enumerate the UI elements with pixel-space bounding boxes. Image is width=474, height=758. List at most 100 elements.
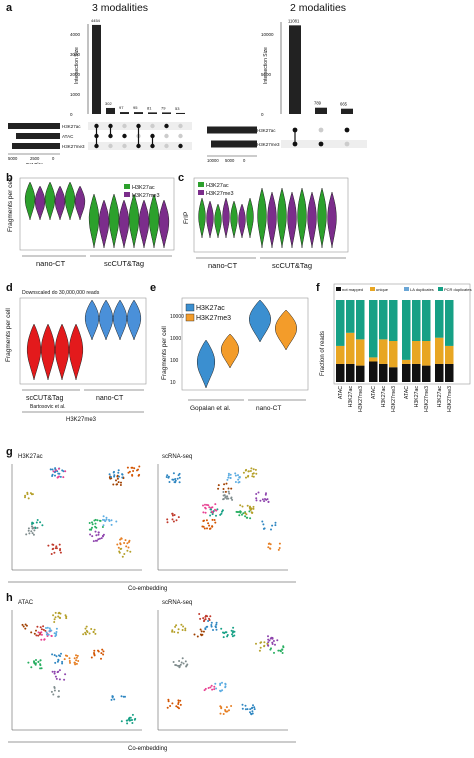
bar-value-label: 53 <box>175 106 180 111</box>
umap-point <box>179 699 182 702</box>
umap-point <box>198 613 201 615</box>
y-tick-label: 3000 <box>70 52 81 57</box>
stacked-bar-segment <box>402 300 411 360</box>
x-tick-label: H3K27ac <box>381 386 387 408</box>
umap-point <box>177 699 180 702</box>
umap-point <box>222 631 224 634</box>
violin <box>297 187 307 249</box>
umap-point <box>127 546 130 549</box>
umap-panel-g: H3K27ac scRNA-seq Co-embedding <box>8 454 296 592</box>
umap-point <box>281 652 284 654</box>
umap-point <box>244 708 247 711</box>
umap-point <box>282 646 285 649</box>
umap-point <box>30 525 33 528</box>
umap-point <box>270 528 272 531</box>
violin <box>112 299 128 341</box>
umap-point <box>127 471 130 474</box>
umap-point <box>53 686 56 688</box>
x-tick-label: H3K27ac <box>414 386 420 408</box>
umap-point <box>204 627 207 630</box>
umap-point <box>205 519 208 522</box>
umap-point <box>250 511 253 514</box>
umap-point <box>244 515 247 518</box>
umap-point <box>63 658 66 661</box>
umap-point <box>39 659 42 662</box>
umap-point <box>210 506 213 509</box>
umap-point <box>100 652 103 655</box>
umap-point <box>171 518 174 521</box>
umap-point <box>126 719 129 722</box>
umap-point <box>137 468 139 471</box>
umap-point <box>69 661 71 664</box>
violin <box>238 203 246 239</box>
mark-label: H3K27me3 <box>66 417 97 423</box>
group-sublabel: Bartosovic et al. <box>30 404 66 410</box>
umap-point <box>227 476 230 479</box>
violin <box>26 323 42 381</box>
umap-point <box>40 628 43 631</box>
set-size-tick: 10000 <box>207 158 219 163</box>
umap-point <box>52 543 55 546</box>
umap-point <box>73 661 76 664</box>
umap-point <box>239 510 242 513</box>
umap-point <box>27 497 30 500</box>
umap-point <box>105 518 108 521</box>
set-name-label: H3K27ac <box>257 128 276 133</box>
legend-label: H3K27ac <box>206 183 229 189</box>
x-tick-label: H3K27ac <box>348 386 354 408</box>
intersection-bar <box>289 25 301 114</box>
umap-point <box>94 522 97 525</box>
y-tick-label: 1000 <box>70 92 81 97</box>
umap-point <box>274 521 277 524</box>
violin <box>126 299 142 341</box>
umap-point <box>230 487 233 490</box>
legend-label: not mapped <box>342 287 363 292</box>
stacked-bar-segment <box>389 300 398 341</box>
umap-point <box>51 473 54 476</box>
y-axis-label: Fragments per cell <box>7 178 14 232</box>
umap-point <box>219 684 222 686</box>
umap-point <box>178 481 181 484</box>
umap-point <box>262 523 265 526</box>
umap-point <box>54 616 57 619</box>
umap-point <box>121 555 124 558</box>
intersection-bar <box>162 112 171 114</box>
umap-point <box>211 688 214 691</box>
umap-point <box>246 708 249 711</box>
umap-point <box>267 542 270 545</box>
umap-point <box>101 526 104 528</box>
panel-a-right-title: 2 modalities <box>290 2 347 14</box>
umap-point <box>230 496 233 499</box>
intersection-bar <box>120 112 129 114</box>
umap-point <box>255 472 258 475</box>
umap-point <box>251 710 254 713</box>
umap-point <box>210 621 213 624</box>
umap-point <box>245 513 248 516</box>
umap-point <box>55 627 58 630</box>
umap-point <box>91 523 94 526</box>
umap-point <box>242 512 245 515</box>
umap-point <box>230 629 233 632</box>
umap-point <box>33 632 36 635</box>
umap-point <box>57 695 60 698</box>
umap-point <box>174 625 177 628</box>
umap-point <box>252 505 255 508</box>
umap-point <box>42 628 45 631</box>
umap-point <box>251 706 254 709</box>
umap-panel-h: ATAC scRNA-seq Co-embedding <box>8 600 296 752</box>
y-tick-label: 1000 <box>170 336 181 342</box>
umap-point <box>225 706 228 709</box>
umap-point <box>120 481 122 484</box>
y-axis-label: Intersection Size <box>74 47 80 84</box>
violin <box>214 203 222 239</box>
matrix-dot <box>164 133 169 139</box>
umap-point <box>193 633 196 636</box>
umap-point <box>118 551 121 554</box>
umap-point <box>241 703 244 706</box>
umap-point <box>205 503 208 506</box>
umap-point <box>261 520 264 523</box>
umap-point <box>249 517 252 520</box>
umap-point <box>203 689 206 692</box>
umap-point <box>34 527 37 530</box>
umap-point <box>93 653 96 656</box>
